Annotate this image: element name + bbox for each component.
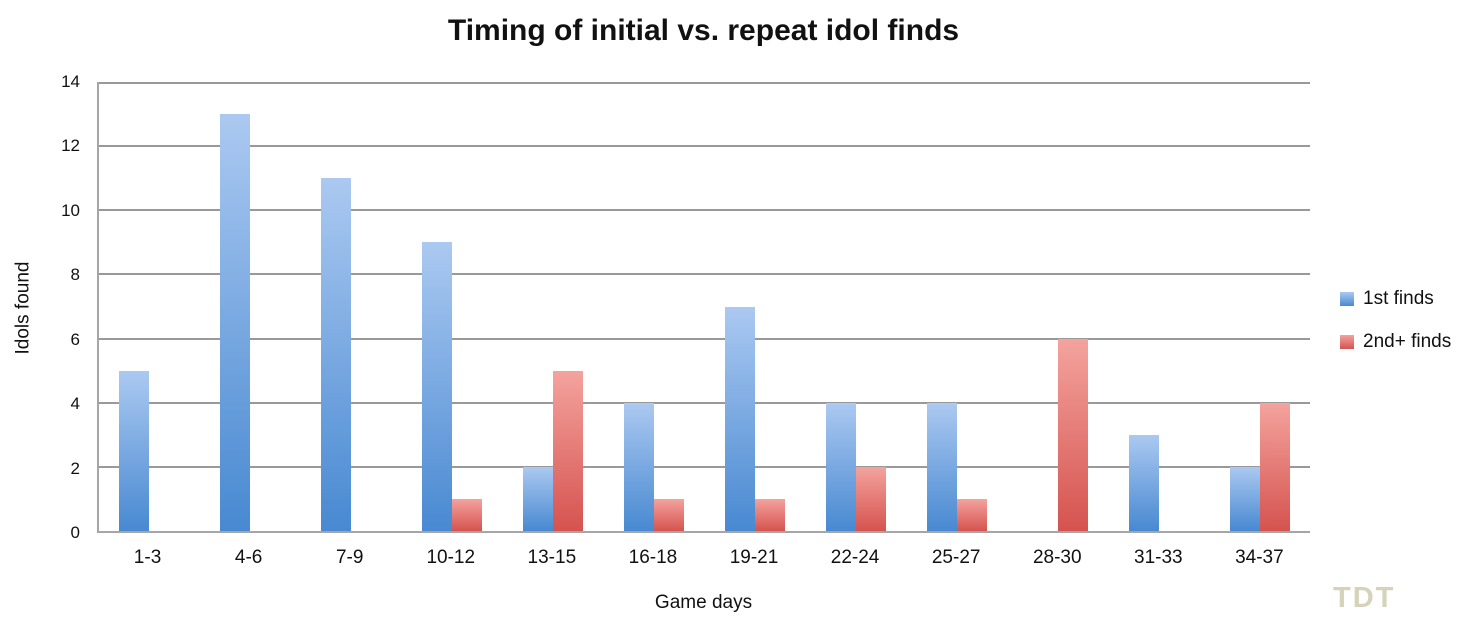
x-tick-label-34-37: 34-37	[1235, 547, 1284, 568]
bar-2nd-finds-22-24	[855, 466, 886, 531]
y-tick-label-14: 14	[61, 72, 80, 91]
bar-group-10-12	[402, 82, 503, 531]
bar-1st-finds-7-9	[321, 178, 352, 531]
chart-title: Timing of initial vs. repeat idol finds	[447, 14, 960, 47]
bar-1st-finds-34-37	[1229, 466, 1260, 531]
gridline-y-8	[99, 273, 1310, 276]
x-tick-label-10-12: 10-12	[426, 547, 476, 568]
bar-groups	[99, 82, 1310, 531]
x-tick-label-22-24: 22-24	[830, 547, 880, 568]
bar-2nd-finds-34-37	[1259, 402, 1290, 531]
bar-group-25-27	[906, 82, 1007, 531]
y-axis-title-label: Idols found	[12, 261, 33, 354]
y-tick-label-2: 2	[70, 458, 80, 478]
bar-2nd-finds-13-15	[553, 370, 584, 531]
bar-2nd-finds-25-27	[956, 498, 987, 531]
x-tick-label-25-27: 25-27	[931, 547, 981, 568]
bar-1st-finds-19-21	[724, 306, 755, 531]
y-tick-label-0: 0	[70, 523, 80, 542]
bar-1st-finds-1-3	[119, 370, 150, 531]
legend-swatch-icon	[1340, 335, 1354, 349]
bar-1st-finds-25-27	[926, 402, 957, 531]
bar-1st-finds-13-15	[523, 466, 554, 531]
plot-area	[97, 82, 1310, 533]
bar-group-16-18	[604, 82, 705, 531]
bar-group-31-33	[1108, 82, 1209, 531]
gridline-y-12	[99, 145, 1310, 148]
bar-group-34-37	[1209, 82, 1310, 531]
legend-swatch-icon	[1340, 292, 1354, 306]
bar-1st-finds-16-18	[624, 402, 655, 531]
bar-1st-finds-22-24	[825, 402, 856, 531]
y-tick-label-10: 10	[61, 200, 80, 220]
x-axis-title: Game days	[654, 592, 753, 613]
y-tick-label-12: 12	[61, 136, 80, 156]
bar-2nd-finds-16-18	[654, 498, 685, 531]
bar-group-4-6	[200, 82, 301, 531]
y-tick-label-6: 6	[70, 329, 80, 349]
y-tick-label-8: 8	[70, 265, 80, 285]
x-tick-label-13-15: 13-15	[527, 547, 577, 568]
x-axis-ticks: 1-3 4-6 7-9 10-12 13-15 16-18 19-21 22-24 25-27 2…	[97, 547, 1310, 569]
bar-group-1-3	[99, 82, 200, 531]
bar-1st-finds-4-6	[220, 114, 251, 531]
bar-2nd-finds-28-30	[1057, 338, 1088, 531]
x-tick-label-4-6: 4-6	[234, 547, 263, 568]
watermark-tdt: TDT	[1333, 582, 1396, 614]
legend-item-1st-finds: 1st finds	[1340, 288, 1451, 310]
x-tick-label-1-3: 1-3	[133, 547, 162, 568]
gridline-y-10	[99, 209, 1310, 212]
x-tick-label-19-21: 19-21	[729, 547, 779, 568]
y-axis-ticks: 0 2 4 6 8 10 12 14	[40, 72, 88, 542]
bar-2nd-finds-19-21	[754, 498, 785, 531]
legend-label: 2nd+ finds	[1363, 331, 1452, 352]
x-tick-label-28-30: 28-30	[1032, 547, 1082, 568]
gridline-y-2	[99, 465, 1310, 468]
x-tick-label-31-33: 31-33	[1134, 547, 1183, 568]
bar-group-19-21	[705, 82, 806, 531]
legend: 1st finds 2nd+ finds	[1340, 288, 1451, 353]
bar-group-28-30	[1007, 82, 1108, 531]
bar-1st-finds-31-33	[1128, 434, 1159, 531]
gridline-y-6	[99, 337, 1310, 340]
bar-group-22-24	[805, 82, 906, 531]
bar-2nd-finds-10-12	[452, 498, 483, 531]
legend-item-2nd-finds: 2nd+ finds	[1340, 331, 1451, 353]
x-tick-label-7-9: 7-9	[335, 547, 364, 568]
bar-group-13-15	[503, 82, 604, 531]
gridline-y-14	[99, 82, 1310, 84]
x-tick-label-16-18: 16-18	[628, 547, 678, 568]
bar-1st-finds-10-12	[422, 242, 453, 531]
y-tick-label-4: 4	[70, 394, 80, 414]
gridline-y-4	[99, 401, 1310, 404]
legend-label: 1st finds	[1363, 288, 1434, 309]
bar-group-7-9	[301, 82, 402, 531]
